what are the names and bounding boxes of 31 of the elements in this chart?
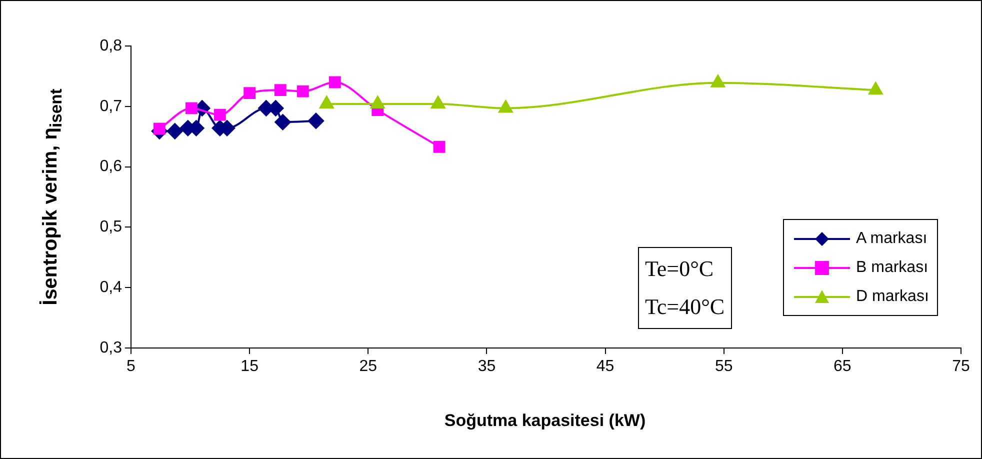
legend-label: A markası <box>856 230 928 248</box>
point <box>328 76 341 88</box>
point <box>308 112 324 129</box>
y-tick-label: 0,4 <box>100 279 122 296</box>
legend-label: B markası <box>856 258 928 276</box>
point <box>214 108 226 121</box>
point <box>433 140 446 153</box>
x-tick-label: 15 <box>240 358 259 376</box>
y-tick-label: 0,7 <box>100 98 122 115</box>
point <box>868 82 883 95</box>
legend-label: D markası <box>856 288 929 306</box>
point <box>244 87 256 100</box>
point <box>274 84 286 96</box>
x-tick-label: 55 <box>714 358 733 376</box>
y-tick-label: 0,3 <box>100 339 122 356</box>
x-axis-title: Soğutma kapasitesi (kW) <box>444 411 646 431</box>
point <box>166 123 183 140</box>
x-tick-label: 25 <box>359 358 378 376</box>
x-tick-label: 45 <box>596 358 614 376</box>
point <box>296 85 309 98</box>
x-tick-label: 65 <box>834 358 852 376</box>
y-tick-label: 0,6 <box>100 158 122 176</box>
y-tick-label: 0,8 <box>100 37 122 54</box>
x-tick-label: 75 <box>952 358 970 376</box>
annotation: Tc=40°C <box>645 293 725 321</box>
annotation: Te=0°C <box>645 255 715 283</box>
point <box>274 114 291 130</box>
y-tick-label: 0,5 <box>100 218 122 236</box>
point <box>186 102 198 114</box>
x-tick-label: 5 <box>126 358 136 376</box>
x-tick-label: 35 <box>478 358 496 376</box>
